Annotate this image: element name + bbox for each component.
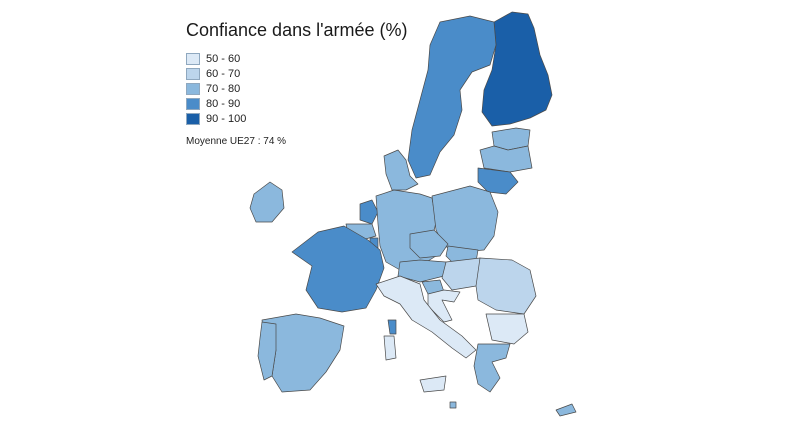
legend-swatch (186, 83, 200, 95)
region-romania (475, 257, 537, 315)
region-czechia (409, 229, 449, 259)
legend-swatch (186, 98, 200, 110)
region-sweden (407, 15, 497, 179)
region-lithuania (477, 167, 519, 195)
legend: 50 - 60 60 - 70 70 - 80 80 - 90 90 - 100 (186, 52, 246, 127)
region-portugal (257, 321, 277, 381)
legend-swatch (186, 68, 200, 80)
legend-item-70-80: 70 - 80 (186, 82, 246, 96)
map-title: Confiance dans l'armée (%) (186, 20, 408, 40)
legend-item-50-60: 50 - 60 (186, 52, 246, 66)
region-france (291, 225, 385, 313)
region-germany (375, 189, 437, 271)
region-sicily (419, 375, 447, 393)
region-malta (449, 401, 457, 409)
legend-swatch (186, 53, 200, 65)
legend-swatch (186, 113, 200, 125)
legend-label: 80 - 90 (206, 98, 241, 110)
legend-item-80-90: 80 - 90 (186, 97, 246, 111)
region-finland (481, 11, 553, 127)
region-cyprus (555, 403, 577, 417)
legend-label: 90 - 100 (206, 113, 247, 125)
legend-item-60-70: 60 - 70 (186, 67, 246, 81)
region-greece (473, 343, 511, 393)
legend-label: 60 - 70 (206, 68, 241, 80)
legend-item-90-100: 90 - 100 (186, 112, 246, 126)
region-italy (375, 275, 477, 359)
region-denmark (383, 149, 419, 191)
eu-average-note: Moyenne UE27 : 74 % (186, 136, 287, 147)
region-netherlands (359, 199, 379, 225)
region-latvia (479, 145, 533, 173)
region-corsica (387, 319, 397, 335)
region-ireland (249, 181, 285, 223)
legend-label: 70 - 80 (206, 83, 241, 95)
legend-label: 50 - 60 (206, 53, 241, 65)
region-bulgaria (485, 313, 529, 345)
region-sardinia (383, 335, 397, 361)
